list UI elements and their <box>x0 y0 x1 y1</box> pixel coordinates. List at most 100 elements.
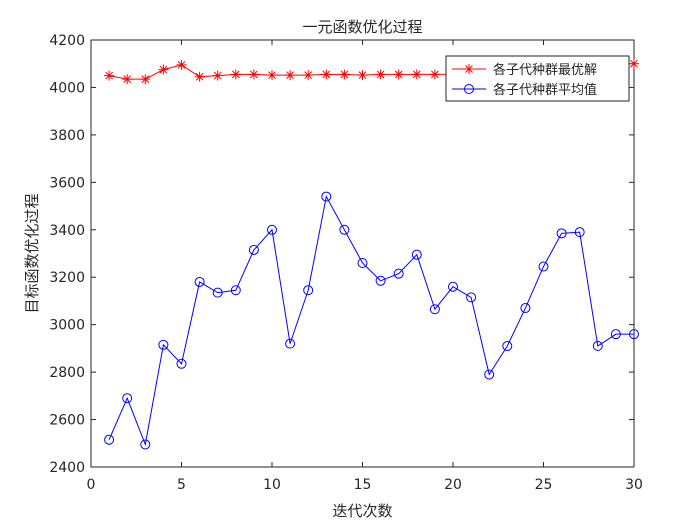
y-tick-label: 3800 <box>49 128 85 144</box>
series-2 <box>104 191 639 450</box>
data-point <box>176 59 187 70</box>
data-point <box>502 341 513 352</box>
asterisk-stroke <box>105 71 113 80</box>
asterisk-stroke <box>630 59 638 68</box>
data-point <box>429 69 440 80</box>
y-tick-label: 2600 <box>49 413 85 429</box>
asterisk-stroke <box>340 70 349 79</box>
data-point <box>393 268 404 279</box>
y-tick-label: 3400 <box>49 223 85 239</box>
x-tick-label: 10 <box>263 477 281 493</box>
asterisk-stroke <box>465 65 473 73</box>
data-point <box>230 285 241 296</box>
asterisk-stroke <box>412 70 421 79</box>
asterisk-stroke <box>268 71 276 79</box>
asterisk-stroke <box>141 75 150 83</box>
data-point <box>303 285 314 296</box>
data-point <box>158 64 169 75</box>
asterisk-stroke <box>177 61 186 69</box>
data-point <box>104 434 115 445</box>
asterisk-stroke <box>250 70 258 79</box>
data-point <box>122 393 133 404</box>
legend-label: 各子代种群最优解 <box>493 62 597 78</box>
data-point <box>520 303 531 314</box>
series-line <box>108 195 634 447</box>
data-point <box>212 70 223 81</box>
legend-marker <box>464 64 474 74</box>
asterisk-stroke <box>376 70 385 79</box>
data-point <box>140 439 151 450</box>
asterisk-stroke <box>304 71 313 79</box>
data-point <box>339 224 350 235</box>
data-point <box>411 249 422 260</box>
asterisk-stroke <box>159 65 168 74</box>
plot-area: 0 5 10 15 20 25 30 2400 2600 2800 3000 3200 3400 3600… <box>49 33 643 493</box>
asterisk-stroke <box>195 72 204 81</box>
y-tick-label: 2400 <box>49 460 85 476</box>
x-tick-label: 20 <box>444 477 462 493</box>
y-tick-label: 3200 <box>49 270 85 286</box>
data-point <box>285 70 296 81</box>
chart-title: 一元函数优化过程 <box>302 18 422 36</box>
y-tick-label: 3600 <box>49 175 85 191</box>
x-tick-label: 30 <box>625 477 643 493</box>
data-point <box>285 338 296 349</box>
data-point <box>176 358 187 369</box>
data-point <box>538 261 549 272</box>
y-tick-label: 3000 <box>49 318 85 334</box>
y-tick-label: 2800 <box>49 365 85 381</box>
axes-box <box>90 39 635 468</box>
legend-marker <box>464 84 474 94</box>
x-tick-label: 5 <box>177 477 186 493</box>
data-point <box>393 69 404 80</box>
data-point <box>357 257 368 268</box>
asterisk-stroke <box>394 70 403 79</box>
y-tick-label: 4000 <box>49 80 85 96</box>
data-point <box>339 69 350 80</box>
data-point <box>321 191 332 202</box>
x-tick-label: 25 <box>535 477 553 493</box>
asterisk-stroke <box>322 70 331 79</box>
data-point <box>267 224 277 235</box>
data-point <box>321 69 332 80</box>
data-point <box>230 69 241 80</box>
data-point <box>592 341 603 352</box>
asterisk-stroke <box>286 71 294 79</box>
data-point <box>411 69 422 80</box>
asterisk-stroke <box>431 70 439 79</box>
data-point <box>122 74 133 85</box>
data-point <box>556 228 567 239</box>
data-point <box>104 70 115 81</box>
data-point <box>194 276 205 287</box>
x-axis-label: 迭代次数 <box>332 502 392 520</box>
data-point <box>484 369 495 380</box>
data-point <box>574 227 585 238</box>
data-point <box>303 70 314 81</box>
legend-box <box>445 55 630 102</box>
x-tick-label: 0 <box>87 477 96 493</box>
data-point <box>158 339 169 350</box>
data-point <box>375 69 386 80</box>
y-tick-label: 4200 <box>49 33 85 49</box>
data-point <box>212 287 223 298</box>
data-point <box>375 275 386 286</box>
data-point <box>466 292 477 303</box>
data-point <box>248 69 259 80</box>
legend-label: 各子代种群平均值 <box>493 82 597 98</box>
asterisk-stroke <box>231 70 240 79</box>
data-point <box>357 70 368 81</box>
data-point <box>194 71 205 82</box>
data-point <box>629 329 639 340</box>
data-point <box>140 74 151 85</box>
y-axis-label: 目标函数优化过程 <box>23 193 41 313</box>
asterisk-stroke <box>123 75 132 83</box>
asterisk-stroke <box>358 71 367 79</box>
data-point <box>448 281 458 292</box>
data-point <box>267 70 277 81</box>
data-point <box>429 304 440 315</box>
x-tick-label: 15 <box>354 477 372 493</box>
data-point <box>248 244 259 255</box>
asterisk-stroke <box>213 71 222 80</box>
